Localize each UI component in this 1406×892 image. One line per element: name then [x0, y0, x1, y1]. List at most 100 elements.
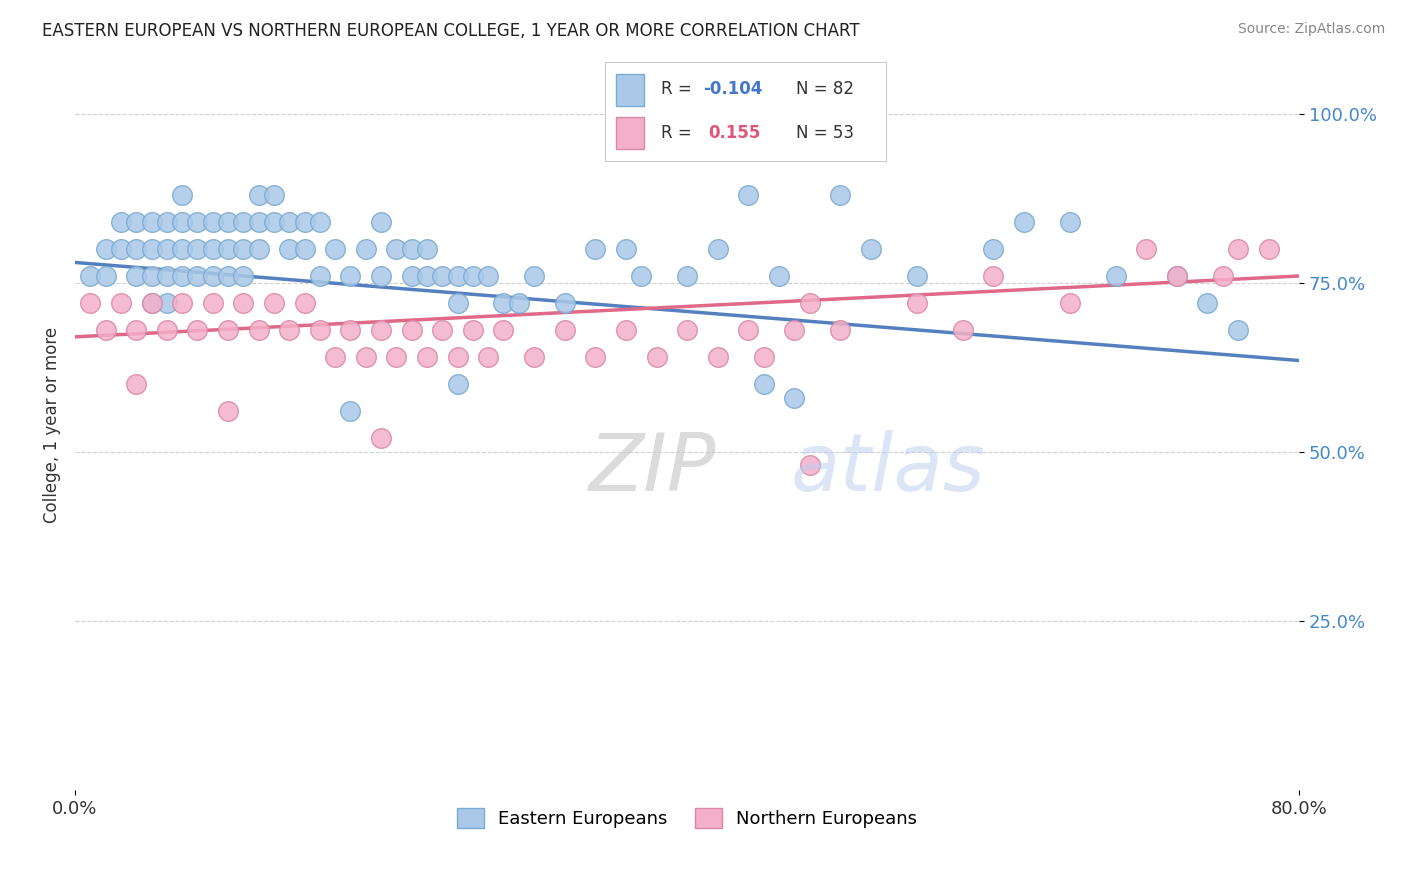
Point: [247, 215, 270, 229]
Point: [416, 268, 439, 283]
Point: [461, 323, 484, 337]
Point: [247, 187, 270, 202]
Point: [432, 323, 454, 337]
Point: [370, 431, 392, 445]
Point: [156, 323, 179, 337]
Point: [446, 268, 468, 283]
Point: [172, 187, 194, 202]
Text: ZIP: ZIP: [589, 430, 717, 508]
Point: [308, 215, 330, 229]
Point: [201, 242, 224, 256]
Y-axis label: College, 1 year or more: College, 1 year or more: [44, 326, 60, 523]
Point: [156, 242, 179, 256]
Point: [172, 268, 194, 283]
Point: [308, 323, 330, 337]
Text: N = 53: N = 53: [796, 124, 853, 142]
Point: [294, 215, 316, 229]
Point: [217, 323, 239, 337]
Point: [217, 242, 239, 256]
Point: [385, 350, 408, 364]
Point: [905, 268, 928, 283]
Point: [706, 350, 728, 364]
Point: [859, 242, 882, 256]
Point: [1059, 215, 1081, 229]
Point: [110, 296, 132, 310]
Point: [201, 215, 224, 229]
Point: [446, 296, 468, 310]
Point: [477, 268, 499, 283]
Point: [583, 242, 606, 256]
Point: [370, 323, 392, 337]
Point: [294, 296, 316, 310]
Point: [1197, 296, 1219, 310]
Point: [156, 296, 179, 310]
Text: EASTERN EUROPEAN VS NORTHERN EUROPEAN COLLEGE, 1 YEAR OR MORE CORRELATION CHART: EASTERN EUROPEAN VS NORTHERN EUROPEAN CO…: [42, 22, 860, 40]
Point: [156, 268, 179, 283]
Point: [492, 296, 515, 310]
Point: [783, 391, 806, 405]
Point: [308, 268, 330, 283]
Point: [339, 268, 361, 283]
Point: [783, 323, 806, 337]
Point: [339, 404, 361, 418]
Point: [94, 242, 117, 256]
Point: [1166, 268, 1188, 283]
Point: [905, 296, 928, 310]
Point: [952, 323, 974, 337]
Point: [492, 323, 515, 337]
Point: [354, 350, 377, 364]
Point: [401, 242, 423, 256]
Point: [416, 350, 439, 364]
Point: [278, 215, 301, 229]
Point: [1257, 242, 1279, 256]
Point: [1166, 268, 1188, 283]
Point: [401, 323, 423, 337]
Point: [1227, 323, 1250, 337]
Point: [110, 242, 132, 256]
Point: [278, 242, 301, 256]
Point: [94, 323, 117, 337]
Point: [508, 296, 530, 310]
Point: [94, 268, 117, 283]
Point: [79, 268, 101, 283]
Bar: [616, 74, 644, 105]
Point: [523, 268, 546, 283]
Point: [125, 323, 148, 337]
Point: [323, 242, 346, 256]
Point: [172, 215, 194, 229]
Text: atlas: atlas: [792, 430, 986, 508]
Point: [752, 377, 775, 392]
Point: [232, 296, 254, 310]
Point: [799, 458, 821, 473]
Point: [370, 215, 392, 229]
Point: [125, 215, 148, 229]
Point: [523, 350, 546, 364]
Point: [339, 323, 361, 337]
Point: [554, 296, 576, 310]
Point: [217, 268, 239, 283]
Point: [477, 350, 499, 364]
Point: [79, 296, 101, 310]
Point: [752, 350, 775, 364]
Point: [676, 323, 699, 337]
Point: [156, 215, 179, 229]
Point: [385, 242, 408, 256]
Point: [981, 268, 1004, 283]
Point: [217, 215, 239, 229]
Point: [432, 268, 454, 283]
Point: [830, 323, 852, 337]
Point: [1212, 268, 1234, 283]
Point: [172, 296, 194, 310]
Text: R =: R =: [661, 80, 697, 98]
Point: [583, 350, 606, 364]
Point: [110, 215, 132, 229]
Point: [247, 323, 270, 337]
Point: [232, 215, 254, 229]
Point: [554, 323, 576, 337]
Point: [141, 268, 163, 283]
Text: -0.104: -0.104: [703, 80, 762, 98]
Point: [645, 350, 668, 364]
Point: [416, 242, 439, 256]
Point: [125, 242, 148, 256]
Point: [186, 215, 208, 229]
